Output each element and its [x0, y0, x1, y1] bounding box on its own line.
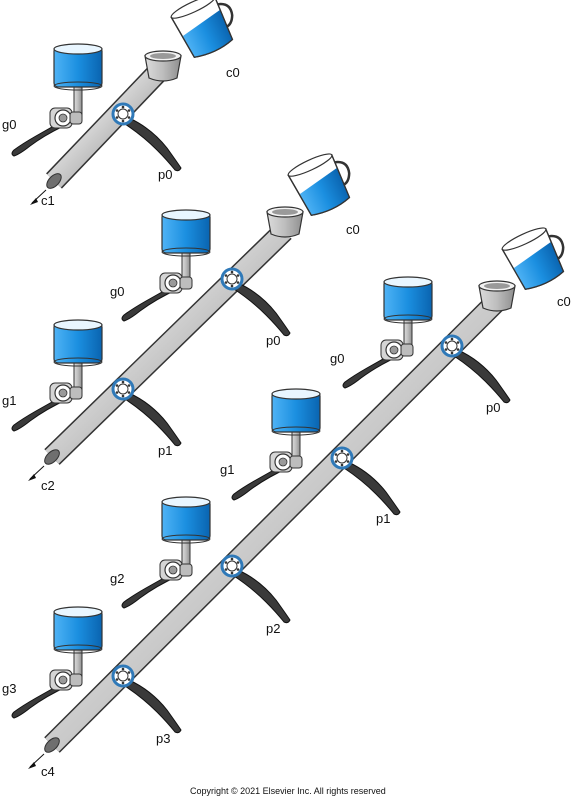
output-arrowhead	[28, 474, 36, 481]
wheel-valve-p0	[111, 102, 183, 173]
label-g2: g2	[110, 571, 124, 586]
label-c0: c0	[346, 222, 360, 237]
label-p3: p3	[156, 731, 170, 746]
panel-two-stage: c0 g0 p0 g1 p1 c2	[2, 145, 362, 493]
label-c0: c0	[226, 65, 240, 80]
label-g0: g0	[110, 284, 124, 299]
pipe-fill	[45, 224, 291, 464]
pitcher-c0	[167, 0, 245, 63]
cup	[144, 50, 182, 82]
cup	[478, 280, 516, 312]
tank-g1	[53, 319, 103, 394]
wheel-valve-p3	[111, 664, 183, 735]
wheel-valve-p0	[440, 334, 512, 405]
tank-g0	[383, 276, 433, 351]
copyright-text: Copyright © 2021 Elsevier Inc. All right…	[190, 786, 386, 796]
cup	[266, 206, 304, 238]
pipe-outlet	[46, 173, 62, 189]
label-p2: p2	[266, 621, 280, 636]
panel-four-stage: c0 g0 p0 g1 p1 g2 p2 g3 p3 c4	[2, 219, 574, 779]
wheel-valve-p2	[220, 554, 292, 625]
output-arrowhead	[28, 762, 36, 769]
label-g3: g3	[2, 681, 16, 696]
pipe-outlet	[44, 449, 60, 465]
label-g0: g0	[2, 117, 16, 132]
tank-g1	[271, 388, 321, 463]
label-p1: p1	[158, 443, 172, 458]
label-g1: g1	[2, 393, 16, 408]
label-c4: c4	[41, 764, 55, 779]
label-g0: g0	[330, 351, 344, 366]
label-c0: c0	[557, 294, 571, 309]
label-p0: p0	[158, 167, 172, 182]
label-c2: c2	[41, 478, 55, 493]
gate-valve-g0	[121, 272, 193, 322]
wheel-valve-p0	[220, 267, 292, 338]
pipe-fill	[47, 63, 167, 188]
output-arrowhead	[30, 198, 38, 205]
tank-g0	[161, 209, 211, 284]
pipe-outlet	[44, 737, 60, 753]
wheel-valve-p1	[111, 377, 183, 448]
label-p0: p0	[266, 333, 280, 348]
label-p0: p0	[486, 400, 500, 415]
wheel-valve-p1	[330, 446, 402, 517]
label-g1: g1	[220, 462, 234, 477]
tank-g0	[53, 43, 103, 118]
label-c1: c1	[41, 193, 55, 208]
panel-one-stage: c0 g0 p0 c1	[2, 0, 245, 208]
label-p1: p1	[376, 511, 390, 526]
tank-g2	[161, 496, 211, 571]
tank-g3	[53, 606, 103, 681]
